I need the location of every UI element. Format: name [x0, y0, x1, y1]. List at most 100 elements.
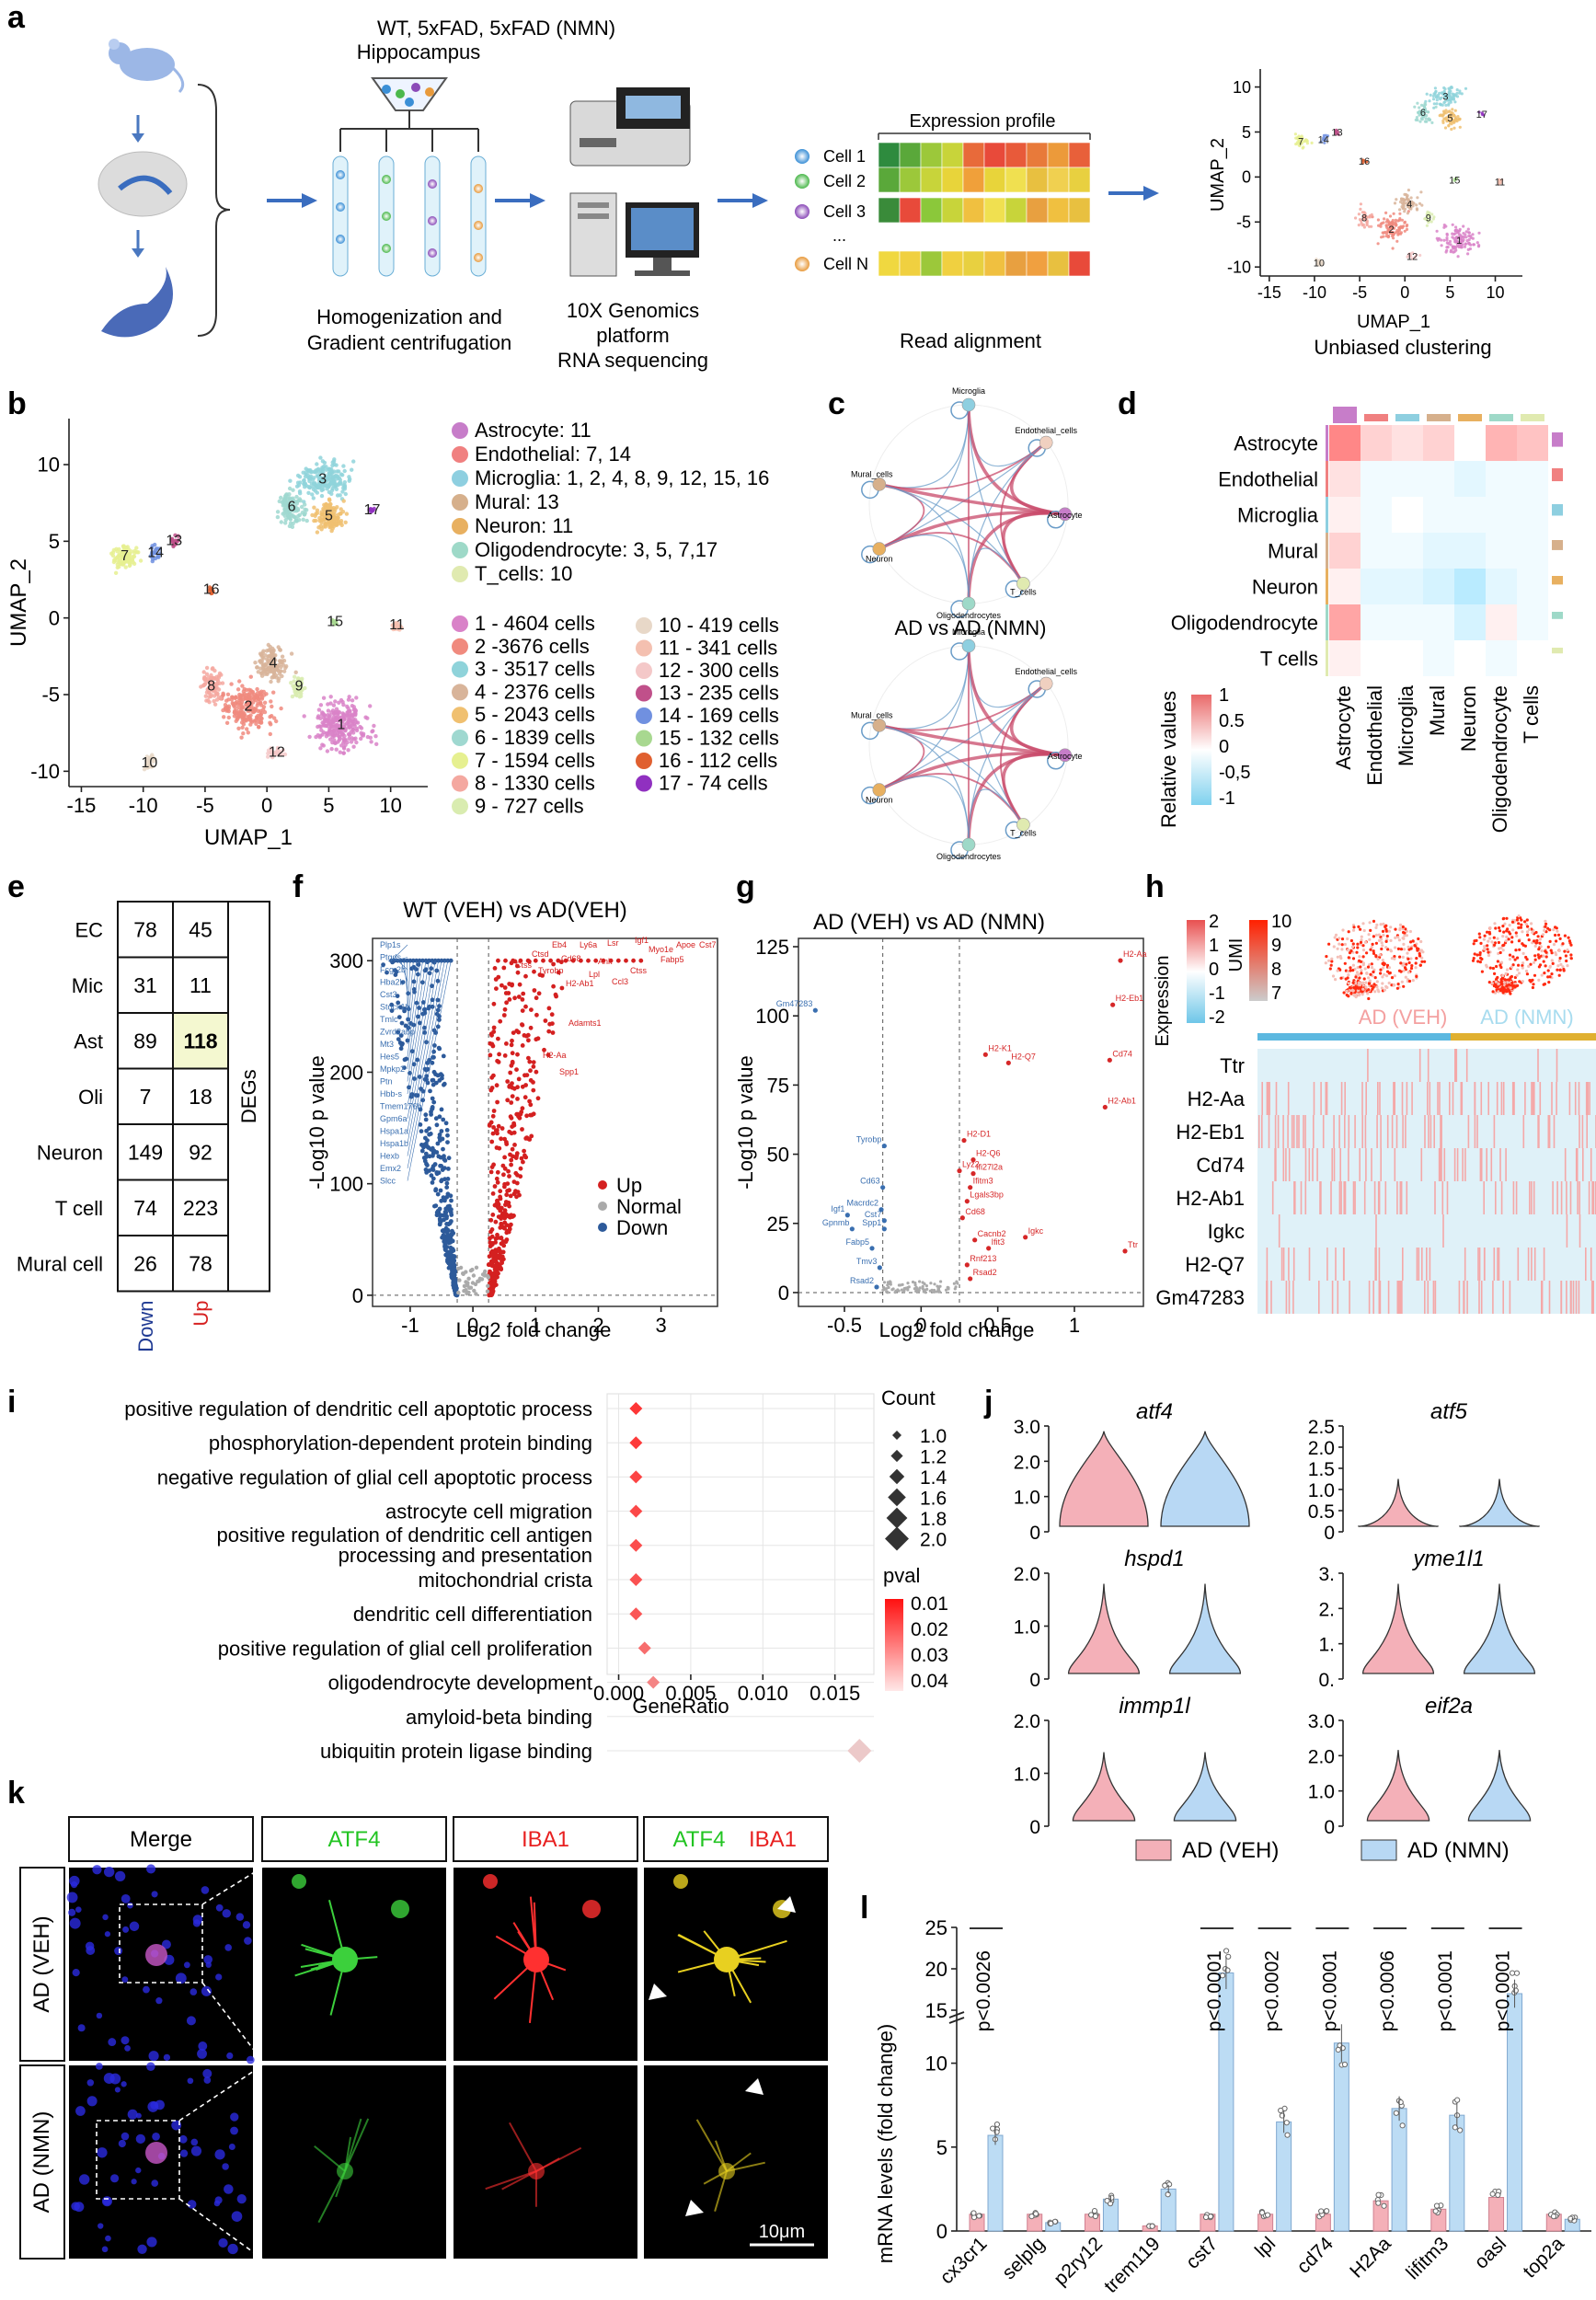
- umap-point: [1434, 90, 1438, 94]
- volcano-point-down: [449, 1213, 454, 1217]
- cell-3-label: Cell 3: [823, 202, 866, 221]
- umap-point: [354, 740, 359, 745]
- volcano-point: [1122, 1248, 1128, 1254]
- umap-point: [1458, 89, 1462, 93]
- count-legend-tick: 1.4: [920, 1467, 947, 1489]
- legend-swatch: [452, 707, 468, 724]
- umap-point: [1452, 126, 1456, 130]
- feature-umap-point: [1345, 993, 1349, 997]
- feature-umap-point: [1376, 957, 1380, 961]
- umap-point: [343, 742, 348, 747]
- cluster-label: 8: [1361, 213, 1367, 224]
- ytick-label: 200: [329, 1061, 363, 1084]
- volcano-point-up: [531, 1060, 536, 1064]
- umap-point: [303, 502, 307, 507]
- heatmap-stripe: [1371, 1148, 1372, 1181]
- feature-umap-point: [1551, 961, 1555, 965]
- umap-point: [1370, 224, 1373, 228]
- feature-umap-point: [1402, 937, 1406, 940]
- feature-umap-point: [1544, 955, 1548, 959]
- umap-point: [248, 722, 253, 727]
- heatmap-stripe: [1578, 1281, 1580, 1314]
- umap-point: [1423, 217, 1427, 221]
- feature-umap-point: [1488, 937, 1492, 940]
- feature-umap-point: [1502, 981, 1506, 984]
- volcano-point-down: [429, 1112, 433, 1117]
- volcano-point-down: [443, 1206, 449, 1212]
- cluster-label: 9: [1426, 213, 1431, 224]
- feature-umap-point: [1526, 933, 1530, 937]
- volcano-point-up: [546, 1006, 552, 1011]
- volcano-point: [869, 1246, 875, 1251]
- feature-umap-point: [1544, 964, 1547, 968]
- heat-row-bar: [1326, 497, 1328, 533]
- volcano-point-up: [488, 1087, 494, 1093]
- feature-umap-point: [1471, 959, 1475, 962]
- expr-tick-2: 2: [1209, 912, 1219, 932]
- feature-umap-point: [1354, 993, 1358, 997]
- feature-umap-point: [1366, 992, 1370, 995]
- volcano-point-up: [531, 1064, 536, 1069]
- feature-umap-point: [1501, 935, 1505, 938]
- feature-umap-point: [1367, 982, 1371, 985]
- heatmap-stripe: [1287, 1082, 1290, 1115]
- violin-ytick-label: 2.0: [1014, 1711, 1040, 1732]
- volcano-point-normal: [925, 1287, 929, 1291]
- umap-point: [1455, 88, 1459, 92]
- volcano-point-up: [500, 1211, 506, 1216]
- expr-tick-m1: -1: [1209, 983, 1225, 1004]
- heatmap-stripe: [1572, 1281, 1575, 1314]
- umap-point: [1370, 213, 1373, 216]
- panel-label-j: j: [983, 1385, 993, 1420]
- umap-point: [1457, 118, 1461, 121]
- volcano-point-down: [419, 1148, 425, 1154]
- volcano-point-down: [432, 1162, 438, 1167]
- umap-point: [1388, 226, 1392, 230]
- expr-cell: [878, 197, 901, 224]
- nucleus: [226, 2052, 234, 2060]
- legend-swatch: [452, 798, 468, 815]
- volcano-point-up: [487, 1122, 492, 1128]
- volcano-point-down: [441, 1117, 446, 1122]
- feature-umap-point: [1493, 922, 1497, 926]
- violin-ytick-label: 0: [1029, 1817, 1040, 1838]
- umap-point: [1406, 212, 1409, 215]
- heat-cell: [1454, 640, 1486, 676]
- dotplot-frame: [606, 1393, 875, 1675]
- feature-umap-point: [1346, 976, 1349, 980]
- umap-point: [1429, 93, 1432, 97]
- legend-swatch: [452, 470, 468, 487]
- expr-cell: [1068, 142, 1091, 168]
- hippocampus-icon: [101, 267, 173, 338]
- feature-umap-point: [1347, 982, 1350, 985]
- volcano-f-gene-up: Spp1: [559, 1067, 579, 1076]
- umap-point: [327, 715, 332, 719]
- feature-umap-point: [1376, 988, 1380, 992]
- umap-xtick-label: 10: [379, 794, 401, 817]
- cluster-label: 10: [142, 755, 158, 771]
- feature-umap-point: [1357, 972, 1361, 976]
- cluster-label: 16: [1359, 156, 1370, 167]
- feature-umap-point: [1555, 926, 1558, 930]
- feature-umap-point: [1379, 923, 1383, 926]
- feature-umap-point: [1408, 929, 1412, 934]
- legend-cluster: 5 - 2043 cells: [475, 703, 595, 726]
- feature-umap-point: [1381, 982, 1384, 985]
- legend-cluster: 2 -3676 cells: [475, 635, 590, 658]
- count-legend-dot: [890, 1449, 903, 1463]
- umap-point: [1398, 208, 1402, 212]
- feature-umap-point: [1486, 948, 1489, 951]
- heatmap-stripe: [1398, 1281, 1401, 1314]
- nucleus: [215, 1903, 224, 1912]
- volcano-f-gene-up: Ctss: [630, 966, 648, 975]
- feature-umap-point: [1479, 956, 1483, 960]
- feature-umap-point: [1348, 986, 1351, 990]
- expr-cell: [920, 167, 943, 193]
- xtick-label: -1: [401, 1314, 419, 1337]
- umap-point: [365, 734, 371, 740]
- umap-point: [1428, 99, 1431, 103]
- feature-umap-point: [1361, 955, 1365, 959]
- feature-umap-point: [1386, 970, 1390, 973]
- heat-right-bar: [1552, 576, 1563, 585]
- feature-umap-point: [1361, 993, 1364, 996]
